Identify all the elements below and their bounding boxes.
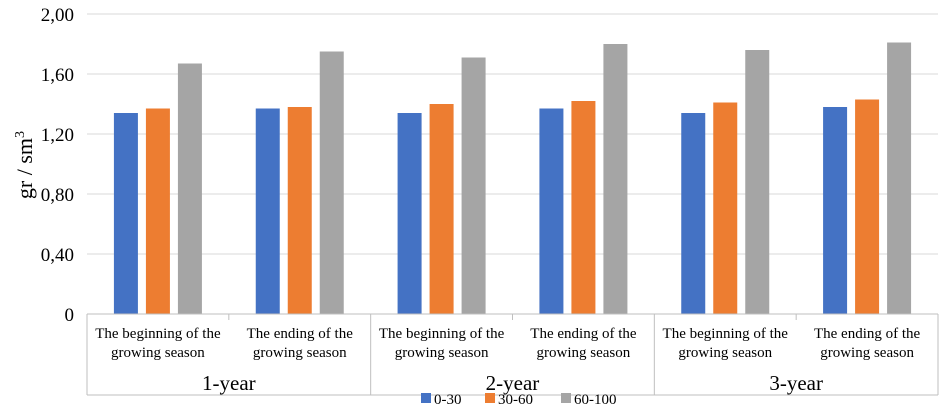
bar-30-60: [571, 101, 596, 314]
y-axis-tick-labels: 0 0,40 0,80 1,20 1,60 2,00: [41, 5, 74, 326]
y-axis-label: gr / sm3: [12, 131, 37, 199]
category-label: growing season: [111, 345, 205, 361]
bar-30-60: [145, 108, 170, 314]
category-labels: The beginning of the growing season The en…: [95, 326, 920, 361]
y-tick-label: 1,20: [41, 125, 74, 146]
bar-30-60: [429, 104, 454, 314]
category-label: growing season: [678, 345, 772, 361]
legend-label: 30-60: [498, 392, 533, 408]
bar-30-60: [713, 102, 738, 314]
category-label: growing season: [537, 345, 631, 361]
y-tick-label: 1,60: [41, 65, 74, 86]
gridlines: [87, 13, 938, 315]
y-tick-label: 2,00: [41, 5, 74, 26]
category-axis-frame: [86, 313, 939, 396]
bar-30-60: [287, 107, 312, 314]
category-label: The beginning of the: [379, 326, 505, 342]
bar-0-30: [255, 108, 280, 314]
category-label: The beginning of the: [663, 326, 789, 342]
bar-60-100: [177, 63, 202, 314]
bar-60-100: [319, 51, 344, 314]
bar-0-30: [397, 113, 422, 314]
bar-0-30: [113, 113, 138, 314]
legend-label: 60-100: [574, 392, 617, 408]
bar-60-100: [603, 44, 628, 314]
bar-60-100: [887, 42, 912, 314]
category-label: growing season: [253, 345, 347, 361]
bar-0-30: [539, 108, 564, 314]
bar-60-100: [461, 57, 486, 314]
legend-swatch-60-100: [561, 393, 571, 403]
category-label: The ending of the: [530, 326, 637, 342]
y-tick-label: 0,80: [41, 185, 74, 206]
y-axis-label-text: gr / sm: [12, 138, 37, 199]
y-tick-label: 0: [65, 305, 75, 326]
y-axis-label-superscript: 3: [13, 131, 28, 138]
bar-30-60: [855, 99, 880, 314]
category-label: The beginning of the: [95, 326, 221, 342]
bar-0-30: [823, 107, 848, 314]
bar-0-30: [681, 113, 706, 314]
category-label: growing season: [395, 345, 489, 361]
category-label: growing season: [820, 345, 914, 361]
group-labels: 1-year 2-year 3-year: [202, 371, 823, 395]
y-tick-label: 0,40: [41, 245, 74, 266]
legend-label: 0-30: [434, 392, 462, 408]
bars: [113, 42, 912, 314]
legend-swatch-30-60: [485, 393, 495, 403]
legend-swatch-0-30: [421, 393, 431, 403]
legend: 0-30 30-60 60-100: [421, 392, 617, 408]
group-label: 1-year: [202, 371, 256, 395]
group-label: 2-year: [486, 371, 540, 395]
group-label: 3-year: [769, 371, 823, 395]
bar-60-100: [745, 50, 770, 314]
category-label: The ending of the: [247, 326, 354, 342]
category-label: The ending of the: [814, 326, 921, 342]
